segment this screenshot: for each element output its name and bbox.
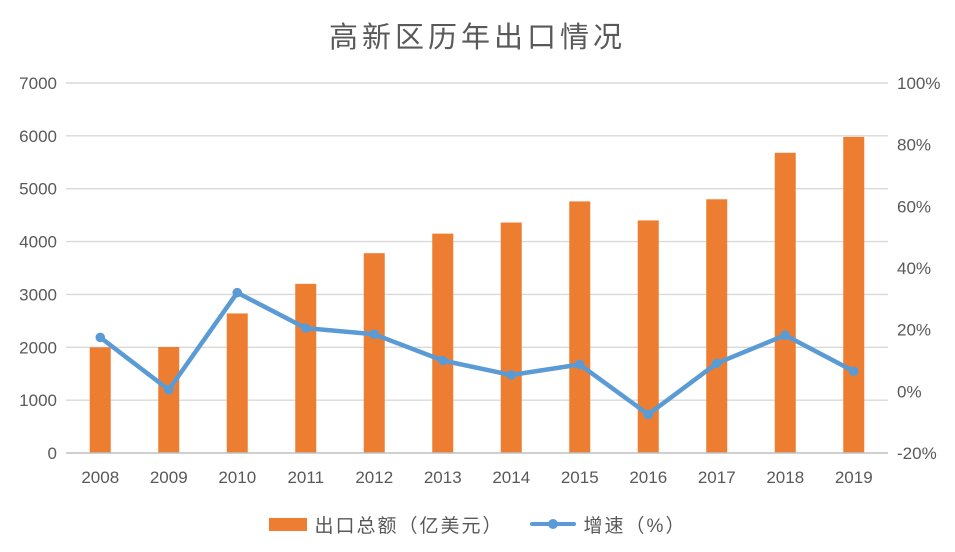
legend-bar-swatch-icon [268,517,307,531]
y-left-tick-label: 0 [48,444,57,463]
y-right-tick-label: 80% [897,136,931,155]
line-marker-2012 [369,329,380,340]
bar-2014 [500,222,522,453]
line-marker-2008 [95,332,106,343]
bar-2018 [774,152,796,453]
legend-line-label: 增速（%） [583,515,687,537]
x-tick-label: 2008 [81,468,119,487]
bar-2016 [637,220,659,453]
line-marker-2016 [643,409,654,420]
x-tick-label: 2011 [287,468,324,487]
x-tick-label: 2014 [492,468,530,487]
y-right-tick-label: 0% [897,382,922,401]
x-tick-label: 2012 [355,468,393,487]
y-right-tick-label: 60% [897,197,931,216]
bar-2011 [295,283,317,453]
y-left-tick-label: 3000 [19,285,57,304]
bar-2012 [363,253,385,453]
x-tick-label: 2013 [424,468,462,487]
line-marker-2014 [506,370,517,380]
x-tick-label: 2019 [835,468,873,487]
y-right-tick-label: 40% [897,259,931,278]
growth-line-series [98,290,856,417]
legend-line-marker [547,519,558,529]
y-right-tick-label: 20% [897,321,931,340]
x-tick-label: 2018 [766,468,804,487]
x-tick-label: 2009 [150,468,188,487]
y-left-tick-label: 7000 [19,74,57,93]
bar-2013 [432,233,454,453]
x-tick-label: 2015 [561,468,599,487]
bar-2019 [843,136,865,453]
line-marker-2015 [574,359,585,370]
y-left-tick-label: 5000 [19,180,57,199]
y-left-tick-label: 1000 [19,391,57,410]
line-marker-2011 [300,323,311,333]
line-marker-2017 [711,358,722,369]
y-left-tick-label: 2000 [19,338,57,357]
y-right-tick-label: 100% [897,74,940,93]
y-left-tick-label: 4000 [19,233,57,252]
bar-2009 [158,347,180,453]
bar-2008 [89,347,111,453]
chart-title: 高新区历年出口情况 [328,22,626,54]
bar-2010 [226,313,248,453]
chart-legend: 出口总额（亿美元） 增速（%） [0,509,955,539]
bar-2017 [706,199,728,453]
line-marker-2013 [437,355,448,366]
line-marker-2010 [232,287,243,298]
x-tick-label: 2010 [218,468,256,487]
chart-canvas: 0 1000 2000 3000 4000 5000 6000 7000 -20% 0% 20% 40… [19,74,940,487]
x-tick-label: 2017 [698,468,736,487]
legend-bar-label: 出口总额（亿美元） [314,515,504,537]
y-right-tick-label: -20% [897,444,937,463]
bar-2015 [569,201,591,453]
y-left-tick-label: 6000 [19,127,57,146]
line-marker-2018 [780,330,791,341]
x-tick-label: 2016 [629,468,667,487]
line-marker-2009 [163,384,174,395]
line-marker-2019 [848,366,859,377]
legend-line-swatch-icon [529,518,576,530]
